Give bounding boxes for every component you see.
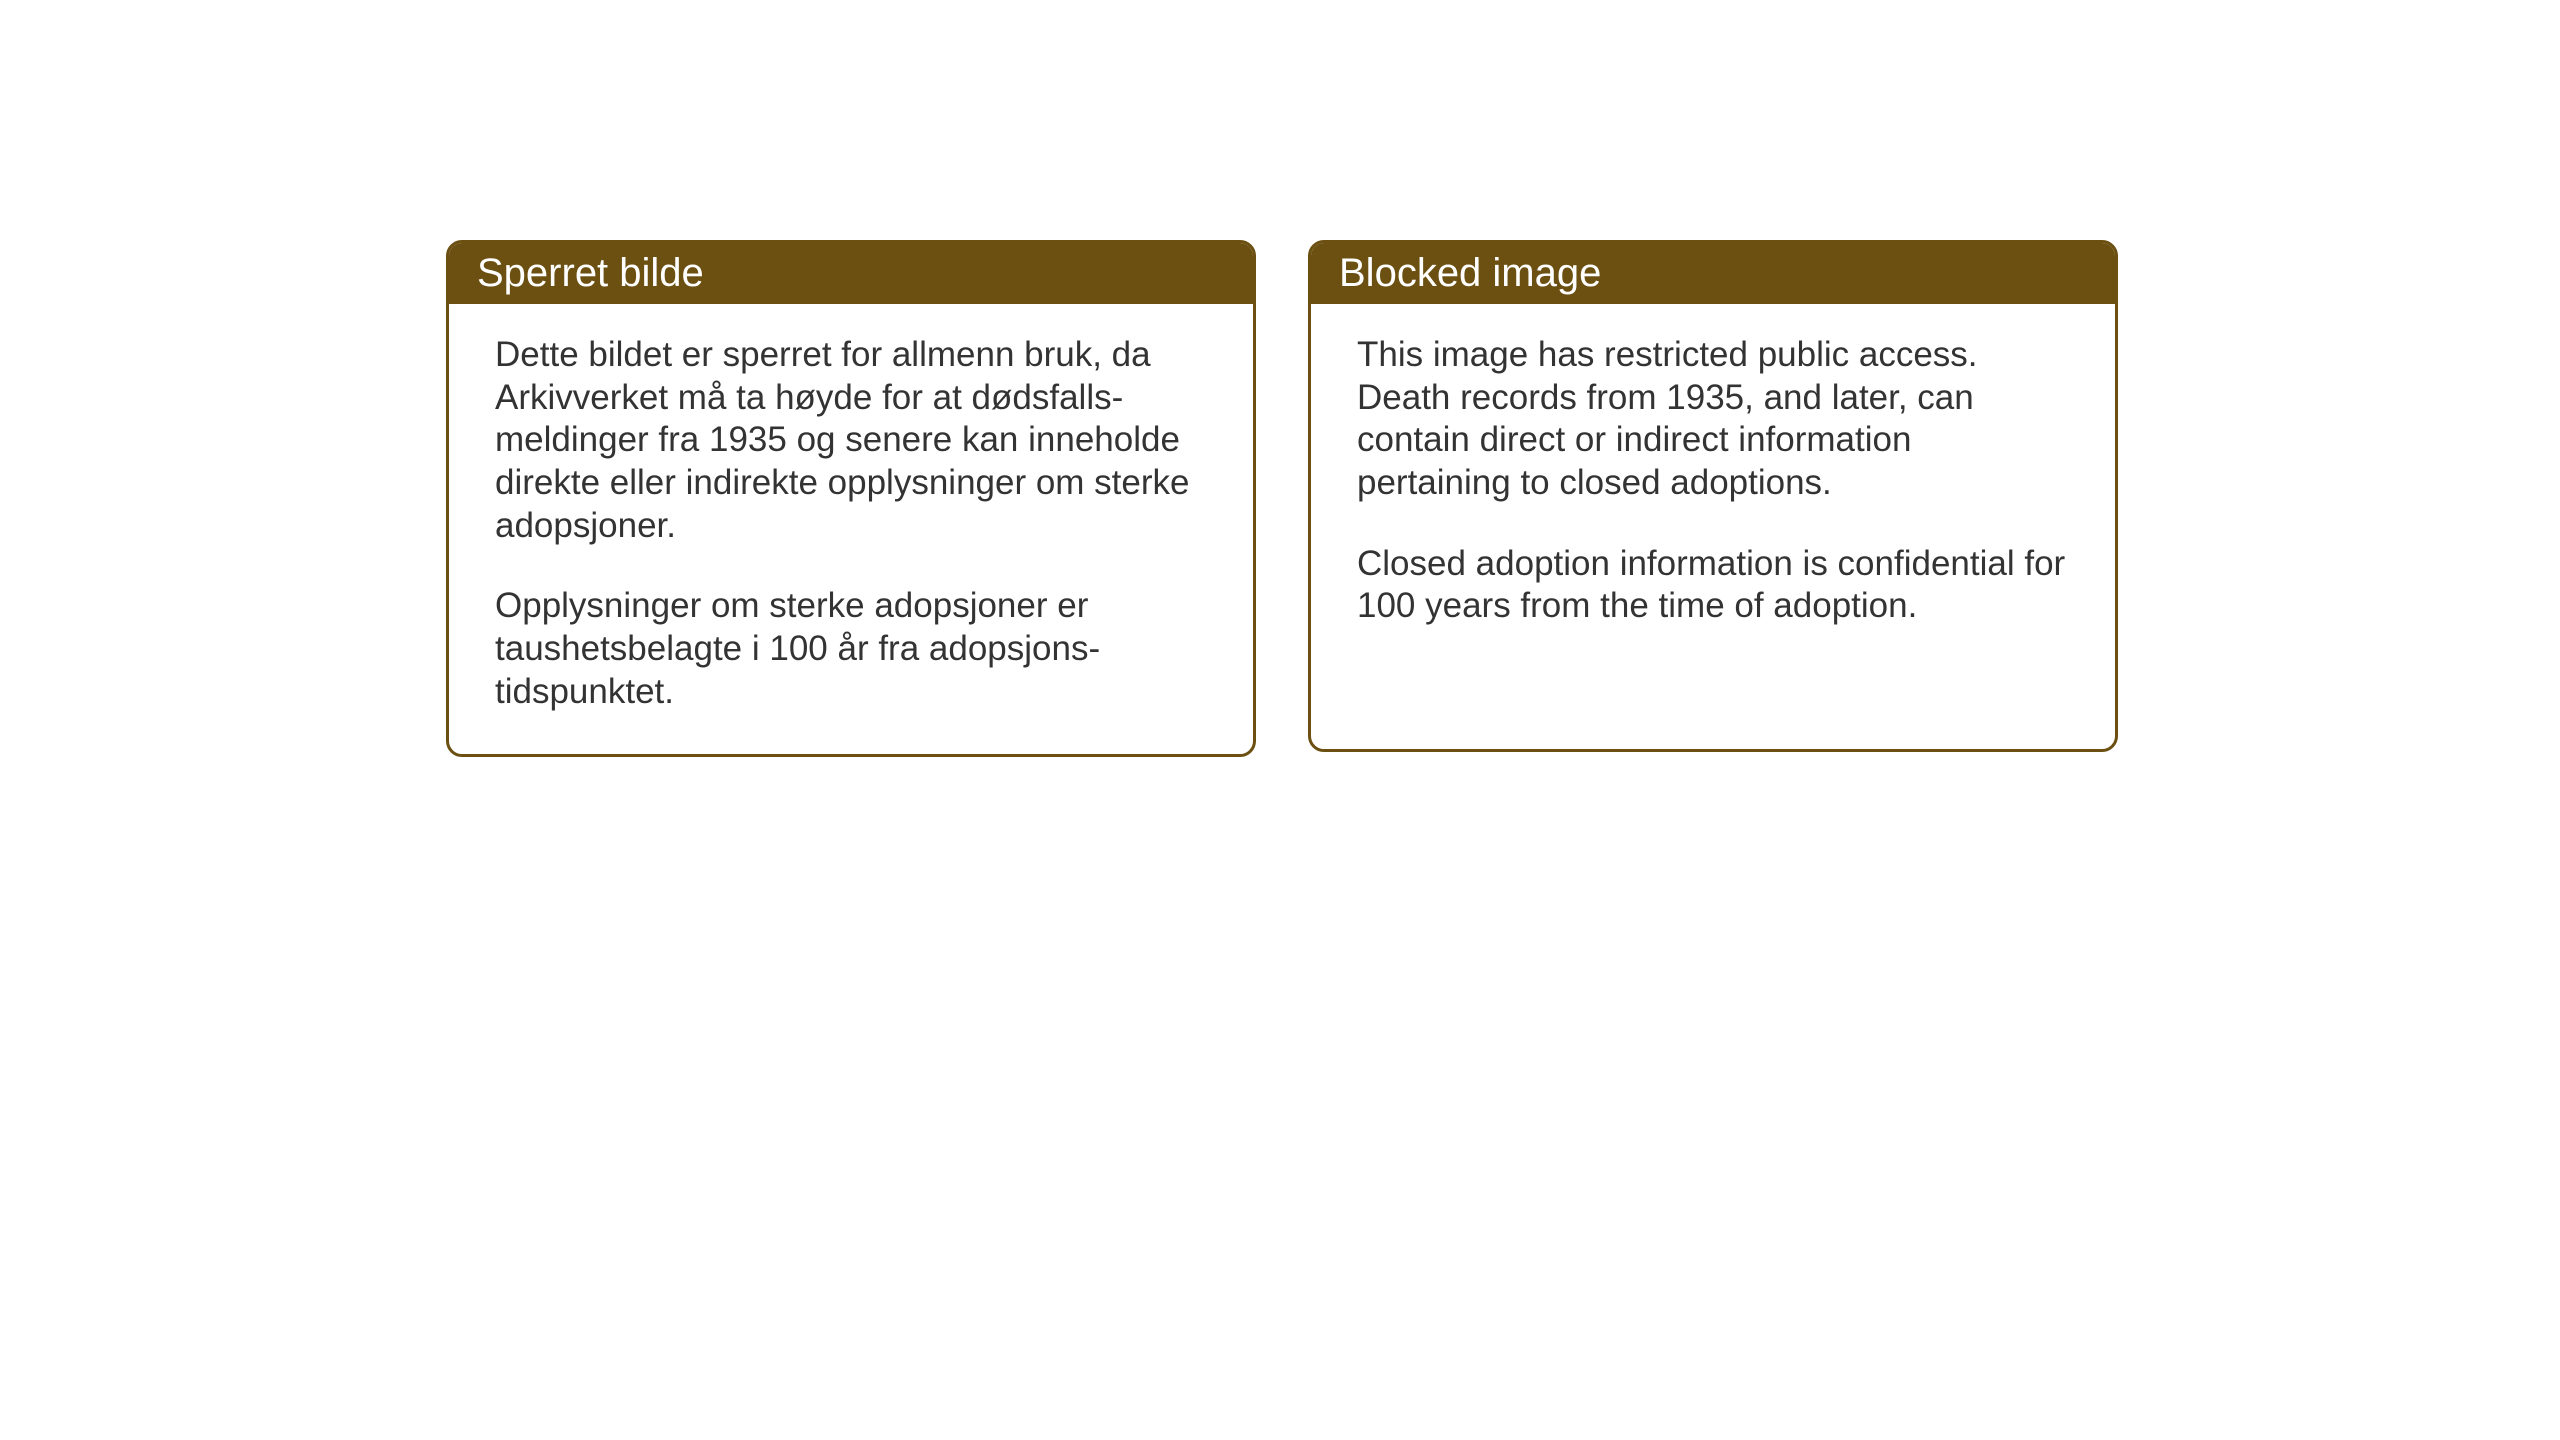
notice-paragraph-2-english: Closed adoption information is confident… <box>1357 543 2069 628</box>
notice-paragraph-2-norwegian: Opplysninger om sterke adopsjoner er tau… <box>495 585 1207 713</box>
notice-body-norwegian: Dette bildet er sperret for allmenn bruk… <box>449 304 1253 754</box>
notice-box-norwegian: Sperret bilde Dette bildet er sperret fo… <box>446 240 1256 757</box>
notice-box-english: Blocked image This image has restricted … <box>1308 240 2118 752</box>
notice-header-norwegian: Sperret bilde <box>449 243 1253 304</box>
notice-container: Sperret bilde Dette bildet er sperret fo… <box>446 240 2118 757</box>
notice-paragraph-1-norwegian: Dette bildet er sperret for allmenn bruk… <box>495 334 1207 547</box>
notice-body-english: This image has restricted public access.… <box>1311 304 2115 668</box>
notice-header-english: Blocked image <box>1311 243 2115 304</box>
notice-paragraph-1-english: This image has restricted public access.… <box>1357 334 2069 505</box>
